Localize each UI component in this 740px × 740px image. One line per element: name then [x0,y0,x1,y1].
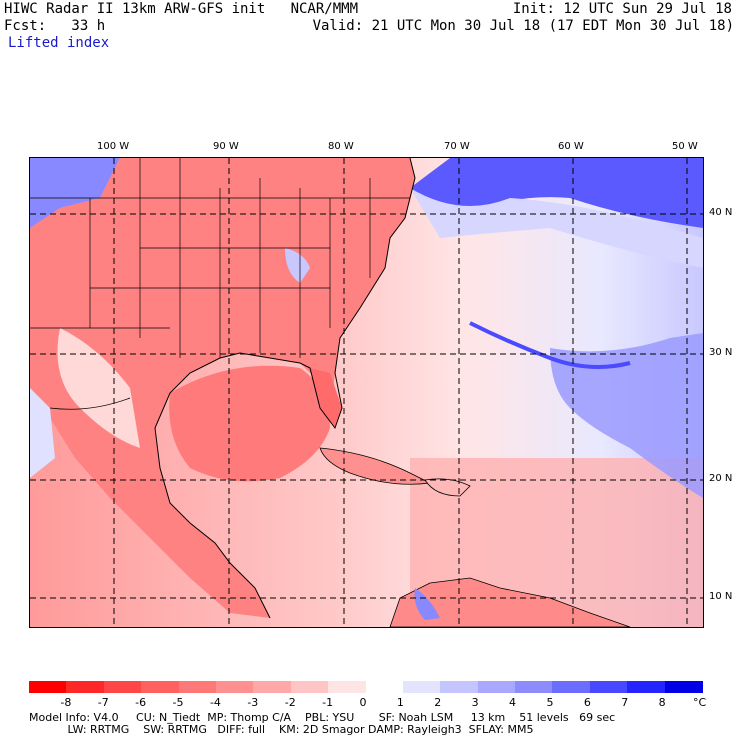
colorbar-cell [141,681,180,693]
lon-label-70w: 70 W [444,141,470,152]
colorbar-label: -3 [247,696,259,709]
lifted-index-map [29,157,704,628]
colorbar-cell [29,681,67,693]
appalachian-stable-patch [285,248,310,283]
stable-streak [469,321,631,369]
lon-label-50w: 50 W [672,141,698,152]
east-atlantic-stable [550,333,703,498]
colorbar-label: -8 [60,696,72,709]
colorbar-label: -6 [135,696,147,709]
colorbar-cell [552,681,591,693]
lat-label-20n: 20 N [709,473,733,484]
lon-label-60w: 60 W [558,141,584,152]
colorbar-cell [365,681,404,693]
map-canvas [30,158,703,627]
venezuela-stable-patch [414,588,440,620]
colorbar-cell [66,681,105,693]
colorbar-cell [664,681,703,693]
northwest-stable-region [30,158,120,228]
colorbar-label: -5 [172,696,184,709]
west-mexico-stable [30,388,55,478]
model-info-line2: LW: RRTMG SW: RRTMG DIFF: full KM: 2D Sm… [29,723,534,736]
colorbar-label: 3 [471,696,479,709]
model-title: HIWC Radar II 13km ARW-GFS init NCAR/MMM [4,1,359,17]
cuba-island [319,447,432,485]
colorbar-label: 8 [658,696,666,709]
colorbar-cell [515,681,554,693]
colorbar-label: -7 [97,696,109,709]
colorbar-label: -2 [284,696,296,709]
colorbar-cell [103,681,142,693]
colorbar-cell [440,681,479,693]
colorbar-label: 1 [396,696,404,709]
colorbar-cell [328,681,367,693]
colorbar [29,681,703,693]
north-america-land [30,158,415,618]
field-name: Lifted index [8,35,110,51]
colorbar-label: -1 [322,696,334,709]
colorbar-cell [589,681,628,693]
gulf-of-mexico-unstable [169,365,330,482]
colorbar-label: 7 [621,696,629,709]
lat-label-10n: 10 N [709,591,733,602]
forecast-hour: Fcst: 33 h [4,18,106,34]
florida-land [310,368,342,428]
colorbar-cell [477,681,516,693]
colorbar-label: 5 [546,696,554,709]
south-america-land [389,577,631,627]
colorbar-label: 4 [509,696,517,709]
valid-time: Valid: 21 UTC Mon 30 Jul 18 (17 EDT Mon … [312,18,734,34]
colorbar-cell [215,681,254,693]
colorbar-label: 0 [359,696,367,709]
colorbar-cell [290,681,329,693]
colorbar-cell [178,681,217,693]
north-atlantic-stable-region [410,158,703,228]
model-info-line1: Model Info: V4.0 CU: N_Tiedt MP: Thomp C… [29,711,616,724]
political-boundaries [30,158,410,410]
colorbar-cell [627,681,666,693]
lat-label-30n: 30 N [709,347,733,358]
lon-label-90w: 90 W [213,141,239,152]
colorbar-cell [402,681,441,693]
init-time: Init: 12 UTC Sun 29 Jul 18 [512,1,732,17]
lat-label-40n: 40 N [709,207,733,218]
stable-gradient [410,188,703,268]
coastline [154,158,416,619]
mexico-stable-patch [57,328,140,448]
colorbar-unit: °C [693,696,707,709]
colorbar-label: -4 [209,696,221,709]
colorbar-label: 6 [583,696,591,709]
colorbar-label: 2 [434,696,442,709]
lon-label-80w: 80 W [328,141,354,152]
graticule [30,158,703,627]
lon-label-100w: 100 W [97,141,130,152]
colorbar-cell [253,681,292,693]
